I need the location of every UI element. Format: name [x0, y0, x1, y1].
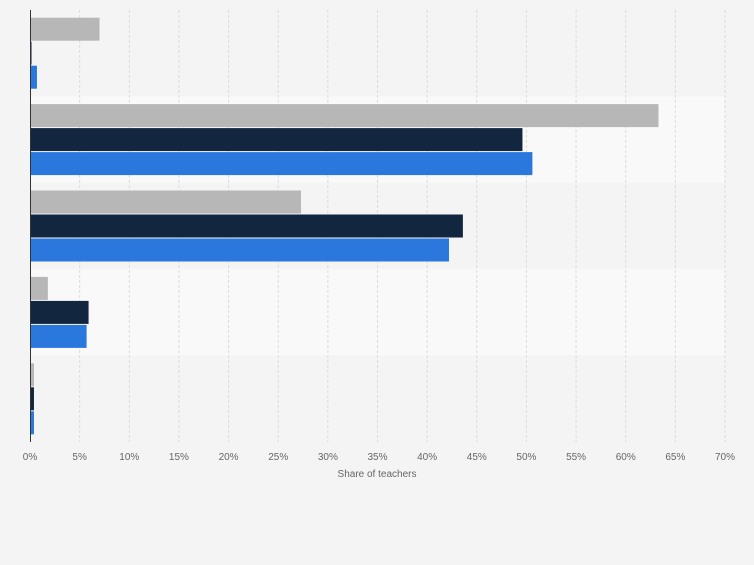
x-tick-label: 15% [169, 452, 189, 463]
bar [30, 363, 34, 387]
x-tick-label: 30% [318, 452, 338, 463]
bar [30, 300, 89, 324]
x-tick-label: 40% [417, 452, 437, 463]
bar [30, 152, 533, 176]
x-tick-labels: 0% 5% 10% 15% 20% 25% 30% 35% 40% 45% 50% 55% 60% 65%… [23, 452, 735, 463]
bar [30, 276, 48, 300]
bar [30, 324, 87, 348]
x-axis-title: Share of teachers [338, 469, 417, 480]
bar [30, 17, 100, 41]
x-tick-label: 70% [715, 452, 735, 463]
x-tick-label: 25% [268, 452, 288, 463]
x-tick-label: 50% [516, 452, 536, 463]
bar [30, 104, 659, 128]
x-tick-label: 45% [467, 452, 487, 463]
x-tick-label: 10% [119, 452, 139, 463]
x-tick-label: 5% [72, 452, 87, 463]
x-tick-label: 65% [665, 452, 685, 463]
bars [30, 17, 659, 435]
x-tick-label: 60% [616, 452, 636, 463]
bar [30, 214, 463, 238]
bar [30, 190, 302, 214]
bar [30, 128, 523, 152]
x-tick-label: 55% [566, 452, 586, 463]
bar [30, 411, 34, 435]
bar [30, 387, 34, 411]
bar [30, 65, 37, 89]
x-tick-label: 35% [367, 452, 387, 463]
category-band [30, 355, 725, 442]
x-tick-label: 20% [219, 452, 239, 463]
x-tick-label: 0% [23, 452, 38, 463]
bar [30, 238, 449, 262]
